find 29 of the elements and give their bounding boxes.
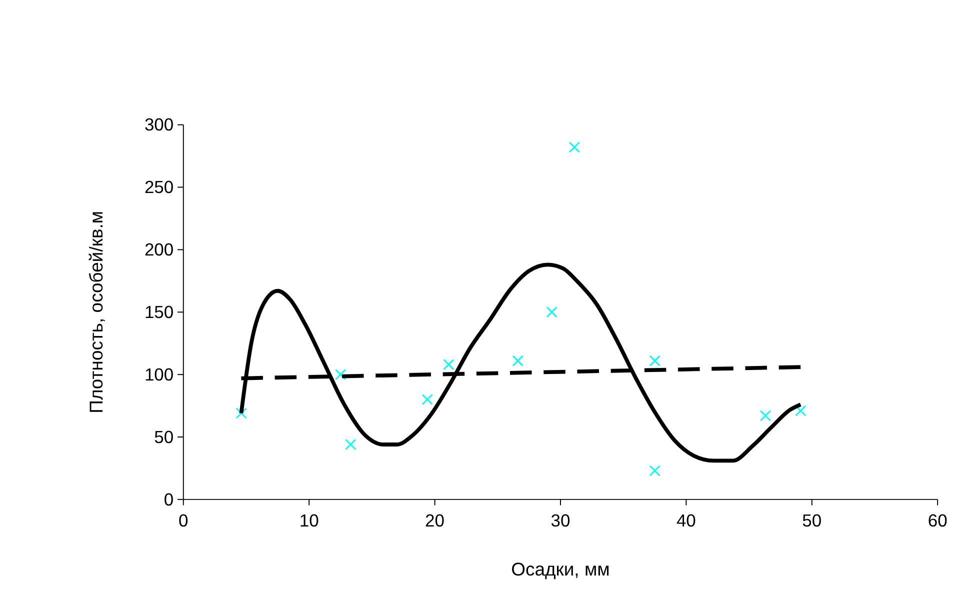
y-tick-label: 150 — [144, 302, 174, 322]
y-tick-label: 0 — [164, 489, 174, 510]
point — [334, 368, 346, 380]
x-tick-label: 10 — [299, 510, 320, 531]
y-tick-label: 100 — [144, 364, 174, 384]
y-tick-label: 200 — [144, 240, 174, 260]
y-axis-title: Плотность, особей/кв.м — [86, 210, 107, 414]
x-tick-label: 30 — [550, 510, 570, 531]
x-tick-label: 20 — [425, 510, 445, 531]
point — [649, 465, 660, 476]
point — [649, 355, 660, 366]
x-tick-label: 50 — [802, 510, 822, 531]
point — [512, 355, 524, 366]
point — [760, 410, 771, 422]
point — [344, 438, 356, 450]
x-tick-label: 60 — [928, 510, 948, 531]
line-series — [239, 262, 803, 463]
point — [546, 306, 558, 318]
point — [568, 142, 580, 153]
point — [422, 394, 433, 406]
point — [236, 408, 247, 419]
y-tick-label: 250 — [144, 177, 174, 198]
x-axis-title: Осадки, мм — [511, 558, 610, 580]
point — [443, 358, 454, 370]
y-tick-label: 300 — [144, 114, 174, 135]
y-tick-label: 50 — [154, 426, 174, 447]
x-tick-label: 40 — [676, 510, 696, 531]
x-tick-label: 0 — [178, 510, 189, 531]
point — [794, 405, 806, 416]
